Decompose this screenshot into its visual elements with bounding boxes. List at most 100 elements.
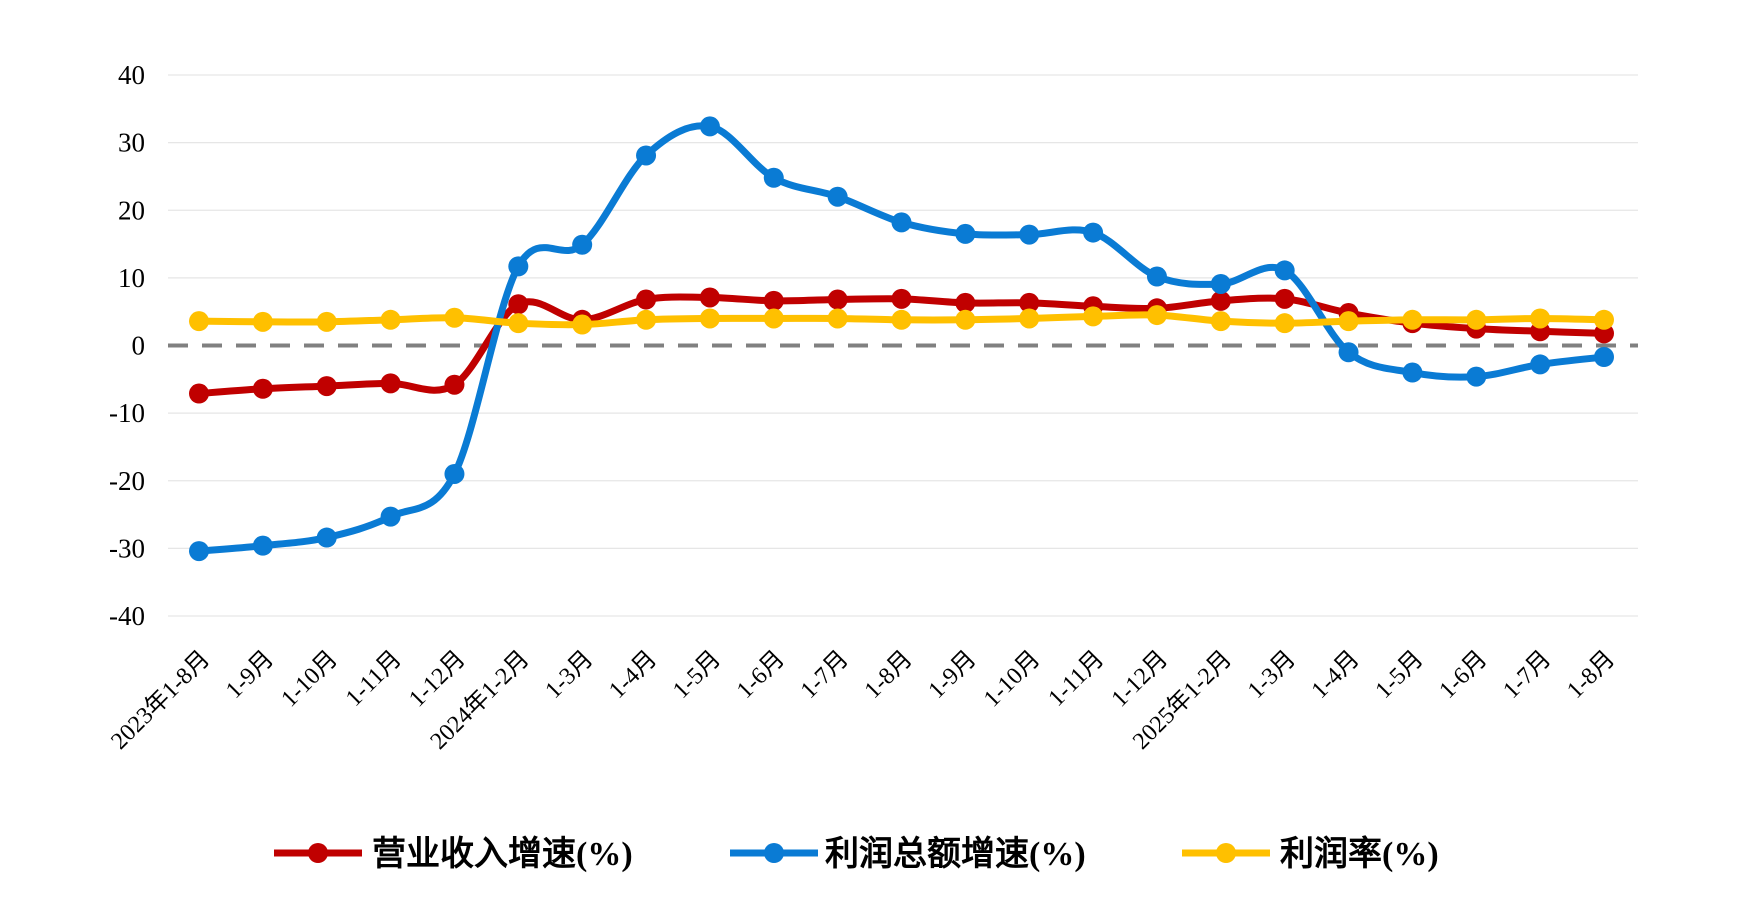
- x-tick-label: 1-3月: [1243, 646, 1301, 704]
- data-point: [189, 541, 209, 562]
- data-point: [252, 378, 273, 399]
- x-tick-label: 1-4月: [1307, 646, 1365, 704]
- legend-item-3: 利润率(%): [1182, 835, 1439, 873]
- data-point: [1338, 311, 1359, 332]
- data-point: [1274, 313, 1295, 334]
- data-point: [636, 145, 657, 166]
- x-tick-label: 1-6月: [1435, 646, 1493, 704]
- data-point: [699, 287, 720, 308]
- data-point: [763, 167, 784, 188]
- data-point: [827, 308, 848, 329]
- data-point: [380, 373, 401, 394]
- data-point: [763, 290, 784, 311]
- data-point: [380, 309, 401, 330]
- y-tick-label: -30: [109, 533, 145, 563]
- y-axis-ticks: 40 30 20 10 0 -10 -20 -30 -40: [109, 60, 145, 631]
- y-tick-label: 40: [118, 60, 145, 90]
- y-tick-label: 20: [118, 195, 145, 225]
- series-group: [189, 116, 1614, 562]
- x-tick-label: 1-5月: [1371, 646, 1429, 704]
- y-tick-label: 30: [118, 128, 145, 158]
- data-point: [189, 383, 209, 404]
- series-3: [189, 305, 1614, 335]
- data-point: [1594, 309, 1614, 330]
- y-tick-label: 10: [118, 263, 145, 293]
- data-point: [1530, 354, 1551, 375]
- x-tick-label: 1-7月: [796, 646, 854, 704]
- data-point: [636, 309, 657, 330]
- data-point: [252, 311, 273, 332]
- x-tick-label: 1-7月: [1498, 646, 1556, 704]
- data-point: [827, 289, 848, 310]
- data-point: [1466, 366, 1487, 387]
- x-tick-label: 1-10月: [979, 646, 1045, 712]
- series-2: [189, 116, 1614, 562]
- x-tick-label: 1-9月: [924, 646, 982, 704]
- legend-label: 利润率(%): [1280, 835, 1439, 873]
- x-tick-label: 2023年1-8月: [106, 645, 216, 755]
- data-point: [636, 289, 657, 310]
- y-tick-label: -10: [109, 398, 145, 428]
- data-point: [1338, 342, 1359, 363]
- data-point: [508, 313, 529, 334]
- data-point: [1402, 362, 1423, 383]
- data-point: [1210, 290, 1231, 311]
- legend-label: 营业收入增速(%): [372, 835, 633, 873]
- data-point: [316, 311, 337, 332]
- data-point: [891, 288, 912, 309]
- data-point: [1210, 311, 1231, 332]
- data-point: [827, 186, 848, 207]
- data-point: [444, 374, 465, 395]
- data-point: [955, 309, 976, 330]
- data-point: [508, 256, 529, 277]
- gridlines: [168, 74, 1638, 617]
- data-point: [955, 223, 976, 244]
- data-point: [1594, 346, 1614, 367]
- data-point: [1083, 222, 1104, 243]
- x-tick-label: 1-11月: [1043, 646, 1109, 712]
- x-tick-label: 1-8月: [1562, 646, 1620, 704]
- data-point: [699, 116, 720, 137]
- data-point: [1530, 308, 1551, 329]
- x-tick-label: 1-5月: [668, 646, 726, 704]
- x-tick-label: 1-6月: [732, 646, 790, 704]
- data-point: [891, 309, 912, 330]
- data-point: [1146, 305, 1167, 326]
- data-point: [699, 308, 720, 329]
- data-point: [763, 308, 784, 329]
- data-point: [891, 212, 912, 233]
- data-point: [1274, 288, 1295, 309]
- data-point: [316, 376, 337, 397]
- y-tick-label: -40: [109, 601, 145, 631]
- data-point: [252, 535, 273, 556]
- data-point: [1274, 260, 1295, 281]
- x-tick-label: 1-8月: [860, 646, 918, 704]
- data-point: [508, 294, 529, 315]
- x-tick-label: 1-4月: [604, 646, 662, 704]
- x-tick-label: 1-3月: [540, 646, 598, 704]
- x-tick-label: 1-9月: [221, 646, 279, 704]
- legend-marker: [308, 843, 328, 863]
- legend-item-1: 营业收入增速(%): [274, 835, 633, 873]
- data-point: [1466, 309, 1487, 330]
- legend-marker: [1216, 843, 1236, 863]
- legend: 营业收入增速(%) 利润总额增速(%) 利润率(%): [274, 835, 1439, 873]
- data-point: [1402, 309, 1423, 330]
- series-line: [198, 122, 1605, 555]
- data-point: [444, 463, 465, 484]
- data-point: [1146, 266, 1167, 287]
- data-point: [572, 314, 593, 335]
- data-point: [1019, 292, 1040, 313]
- x-tick-label: 1-10月: [277, 646, 343, 712]
- legend-marker: [764, 843, 784, 863]
- data-point: [1019, 308, 1040, 329]
- x-tick-label: 1-11月: [341, 646, 407, 712]
- legend-label: 利润总额增速(%): [825, 835, 1086, 873]
- data-point: [380, 506, 401, 527]
- y-tick-label: 0: [132, 331, 146, 361]
- legend-item-2: 利润总额增速(%): [730, 835, 1086, 873]
- data-point: [1210, 273, 1231, 294]
- data-point: [955, 292, 976, 313]
